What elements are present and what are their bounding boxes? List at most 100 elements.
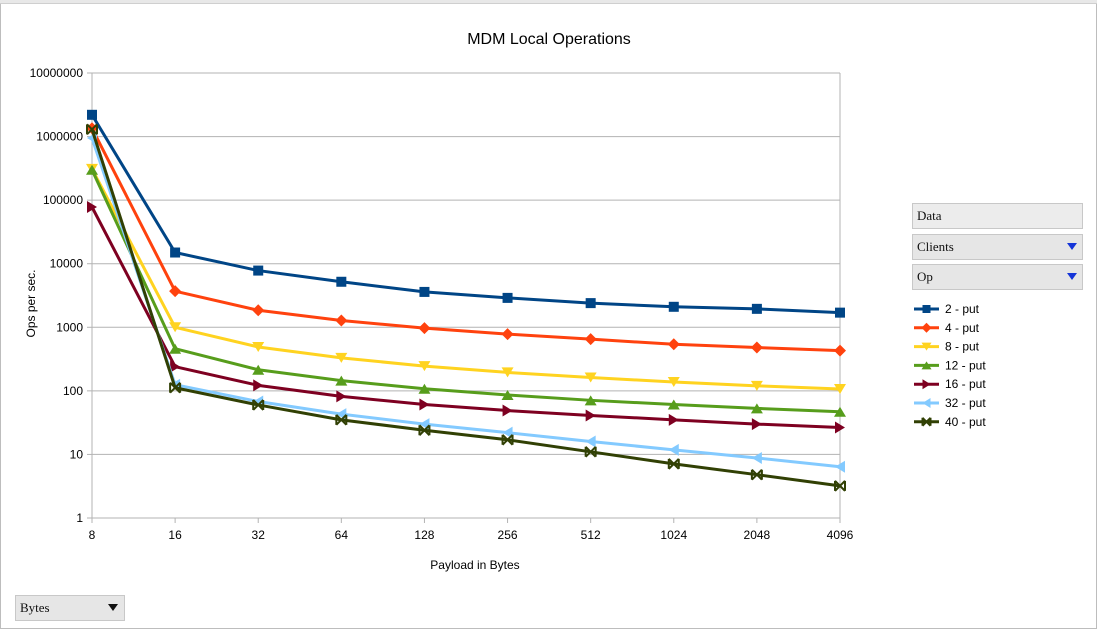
data-point [418, 383, 431, 394]
legend-label: 4 - put [945, 321, 980, 335]
data-point [252, 364, 265, 375]
data-point [834, 344, 846, 357]
x-tick-label: 32 [252, 528, 266, 542]
data-point [668, 301, 679, 312]
x-tick-label: 2048 [744, 528, 771, 542]
data-point [834, 383, 846, 394]
data-point [668, 413, 679, 426]
data-point [750, 341, 763, 354]
data-point [667, 338, 680, 351]
data-point [668, 443, 679, 456]
data-point [87, 201, 97, 214]
pivot-op-field[interactable]: Op [912, 264, 1083, 290]
legend-label: 2 - put [945, 302, 980, 316]
data-point [252, 304, 265, 317]
data-point [169, 285, 182, 298]
x-tick-label: 256 [498, 528, 518, 542]
data-point [419, 398, 430, 411]
y-tick-label: 1000 [56, 320, 83, 334]
data-point [419, 286, 430, 297]
data-point [921, 361, 932, 370]
series-5 [87, 201, 845, 434]
data-point [501, 434, 514, 446]
x-tick-label: 512 [581, 528, 601, 542]
legend-label: 40 - put [945, 415, 986, 429]
series-line [90, 127, 841, 353]
dropdown-arrow-icon[interactable] [1067, 273, 1077, 280]
y-tick-label: 1 [76, 511, 83, 525]
legend-label: 16 - put [945, 377, 986, 391]
data-point [170, 360, 181, 373]
data-point [501, 367, 514, 378]
series-1 [87, 109, 845, 318]
data-point [750, 380, 763, 391]
y-tick-label: 1000000 [36, 130, 83, 144]
series-4 [86, 164, 846, 417]
data-point [336, 276, 347, 287]
series-3 [86, 163, 846, 394]
data-point [502, 426, 513, 439]
x-axis-label: Payload in Bytes [430, 558, 519, 572]
data-point [335, 375, 348, 386]
data-point [585, 435, 596, 448]
x-tick-label: 16 [168, 528, 182, 542]
data-point [584, 372, 597, 383]
y-tick-label: 100000 [43, 193, 83, 207]
pivot-data-label: Data [917, 208, 942, 223]
data-point [751, 303, 762, 314]
data-point [419, 418, 430, 431]
legend-label: 32 - put [945, 396, 986, 410]
x-tick-label: 4096 [827, 528, 854, 542]
series-line [90, 137, 841, 469]
data-point [921, 417, 932, 427]
x-tick-label: 64 [335, 528, 349, 542]
data-point [667, 376, 680, 387]
data-point [834, 480, 846, 492]
data-point [502, 292, 513, 303]
pivot-clients-label: Clients [917, 239, 954, 254]
data-point [169, 382, 182, 394]
data-point [584, 395, 597, 406]
data-point [169, 343, 182, 354]
data-point [667, 458, 680, 470]
data-point [585, 409, 596, 422]
x-tick-label: 128 [414, 528, 434, 542]
data-point [252, 341, 265, 352]
data-point [584, 333, 597, 346]
pivot-op-label: Op [917, 269, 933, 284]
series-line [90, 168, 841, 391]
data-point [169, 322, 182, 333]
y-tick-label: 10000000 [30, 66, 84, 80]
dropdown-arrow-icon[interactable] [108, 604, 118, 611]
data-point [86, 123, 98, 136]
legend-label: 8 - put [945, 340, 980, 354]
data-point [501, 390, 514, 401]
data-point [922, 379, 931, 390]
data-point [584, 446, 597, 458]
data-point [335, 314, 348, 327]
data-point [921, 342, 932, 351]
series-line [90, 114, 841, 315]
legend: 2 - put 4 - put 8 - put 12 - put 16 - put 32 … [914, 302, 986, 429]
data-point [253, 379, 264, 392]
pivot-bytes-field[interactable]: Bytes [15, 595, 125, 621]
dropdown-arrow-icon[interactable] [1067, 243, 1077, 250]
legend-label: 12 - put [945, 358, 986, 372]
data-point [87, 109, 97, 120]
data-point [336, 390, 347, 403]
y-tick-label: 10 [70, 447, 84, 461]
data-point [751, 451, 762, 464]
pivot-clients-field[interactable]: Clients [912, 234, 1083, 260]
data-point [922, 305, 931, 313]
series-2 [86, 122, 846, 357]
pivot-data-field[interactable]: Data [912, 203, 1083, 229]
series-line [90, 128, 841, 488]
x-tick-label: 8 [89, 528, 96, 542]
data-point [502, 404, 513, 417]
data-point [253, 265, 264, 276]
data-point [921, 322, 932, 333]
data-point [501, 328, 514, 341]
data-point [418, 424, 431, 436]
y-axis-label: Ops per sec. [24, 269, 38, 337]
pivot-bytes-label: Bytes [20, 600, 50, 615]
